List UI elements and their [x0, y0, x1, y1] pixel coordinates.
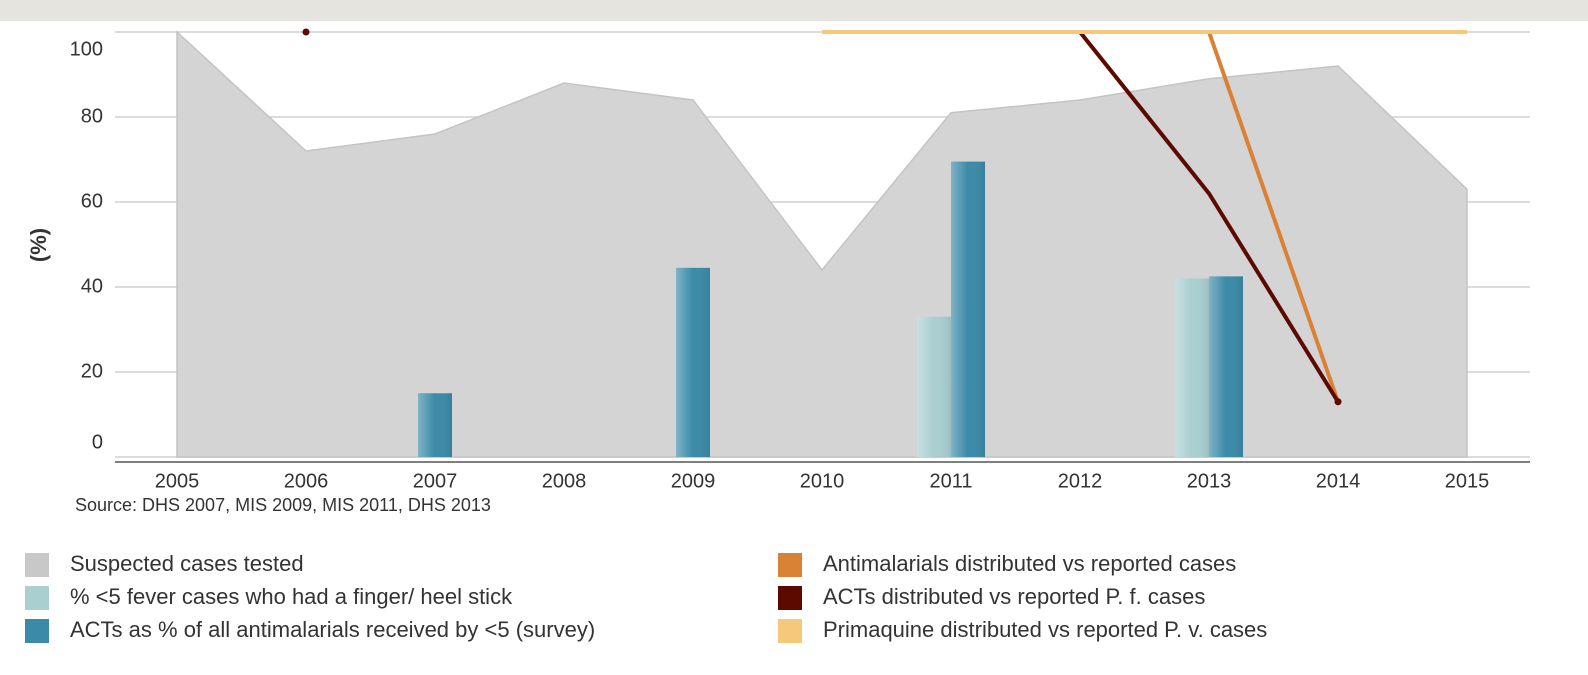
- point: [1334, 398, 1342, 406]
- legend-swatch: [778, 553, 802, 577]
- line-layer: [302, 28, 1467, 406]
- legend-label: Antimalarials distributed vs reported ca…: [823, 551, 1236, 576]
- y-tick-label: 0: [92, 431, 103, 453]
- legend-label: ACTs distributed vs reported P. f. cases: [823, 584, 1205, 609]
- y-tick-label: 100: [70, 38, 103, 60]
- legend-swatch: [25, 586, 49, 610]
- bar-layer: [418, 161, 1243, 457]
- legend-label: % <5 fever cases who had a finger/ heel …: [70, 584, 513, 609]
- x-tick-label: 2006: [284, 470, 329, 492]
- area-layer: [176, 30, 1468, 458]
- area: [176, 30, 1468, 458]
- legend-label: Suspected cases tested: [70, 551, 304, 576]
- bar-shade: [1209, 276, 1243, 457]
- y-tick-label: 20: [81, 360, 103, 382]
- legend-swatch: [25, 619, 49, 643]
- x-tick-label: 2010: [800, 470, 845, 492]
- x-tick-label: 2011: [929, 470, 972, 492]
- x-tick-label: 2015: [1445, 470, 1490, 492]
- bar-shade: [1175, 278, 1209, 457]
- point: [302, 28, 310, 36]
- x-tick-label: 2012: [1058, 470, 1103, 492]
- y-tick-label: 40: [81, 275, 103, 297]
- bar-shade: [418, 393, 452, 457]
- legend-swatch: [778, 619, 802, 643]
- x-tick-label: 2013: [1187, 470, 1232, 492]
- y-axis-label: (%): [26, 228, 51, 262]
- source-note: Source: DHS 2007, MIS 2009, MIS 2011, DH…: [75, 495, 491, 515]
- x-tick-label: 2005: [155, 470, 200, 492]
- x-tick-label: 2008: [542, 470, 587, 492]
- legend-swatch: [778, 586, 802, 610]
- bar-shade: [676, 267, 710, 457]
- x-tick-label: 2014: [1316, 470, 1361, 492]
- legend-label: ACTs as % of all antimalarials received …: [70, 617, 595, 642]
- legend-swatch: [25, 553, 49, 577]
- bar-shade: [951, 161, 985, 457]
- bar-shade: [917, 316, 951, 457]
- top-banner: [0, 0, 1588, 21]
- legend-label: Primaquine distributed vs reported P. v.…: [823, 617, 1267, 642]
- y-tick-label: 80: [81, 105, 103, 127]
- x-tick-label: 2007: [413, 470, 458, 492]
- x-tick-label: 2009: [671, 470, 716, 492]
- y-tick-label: 60: [81, 190, 103, 212]
